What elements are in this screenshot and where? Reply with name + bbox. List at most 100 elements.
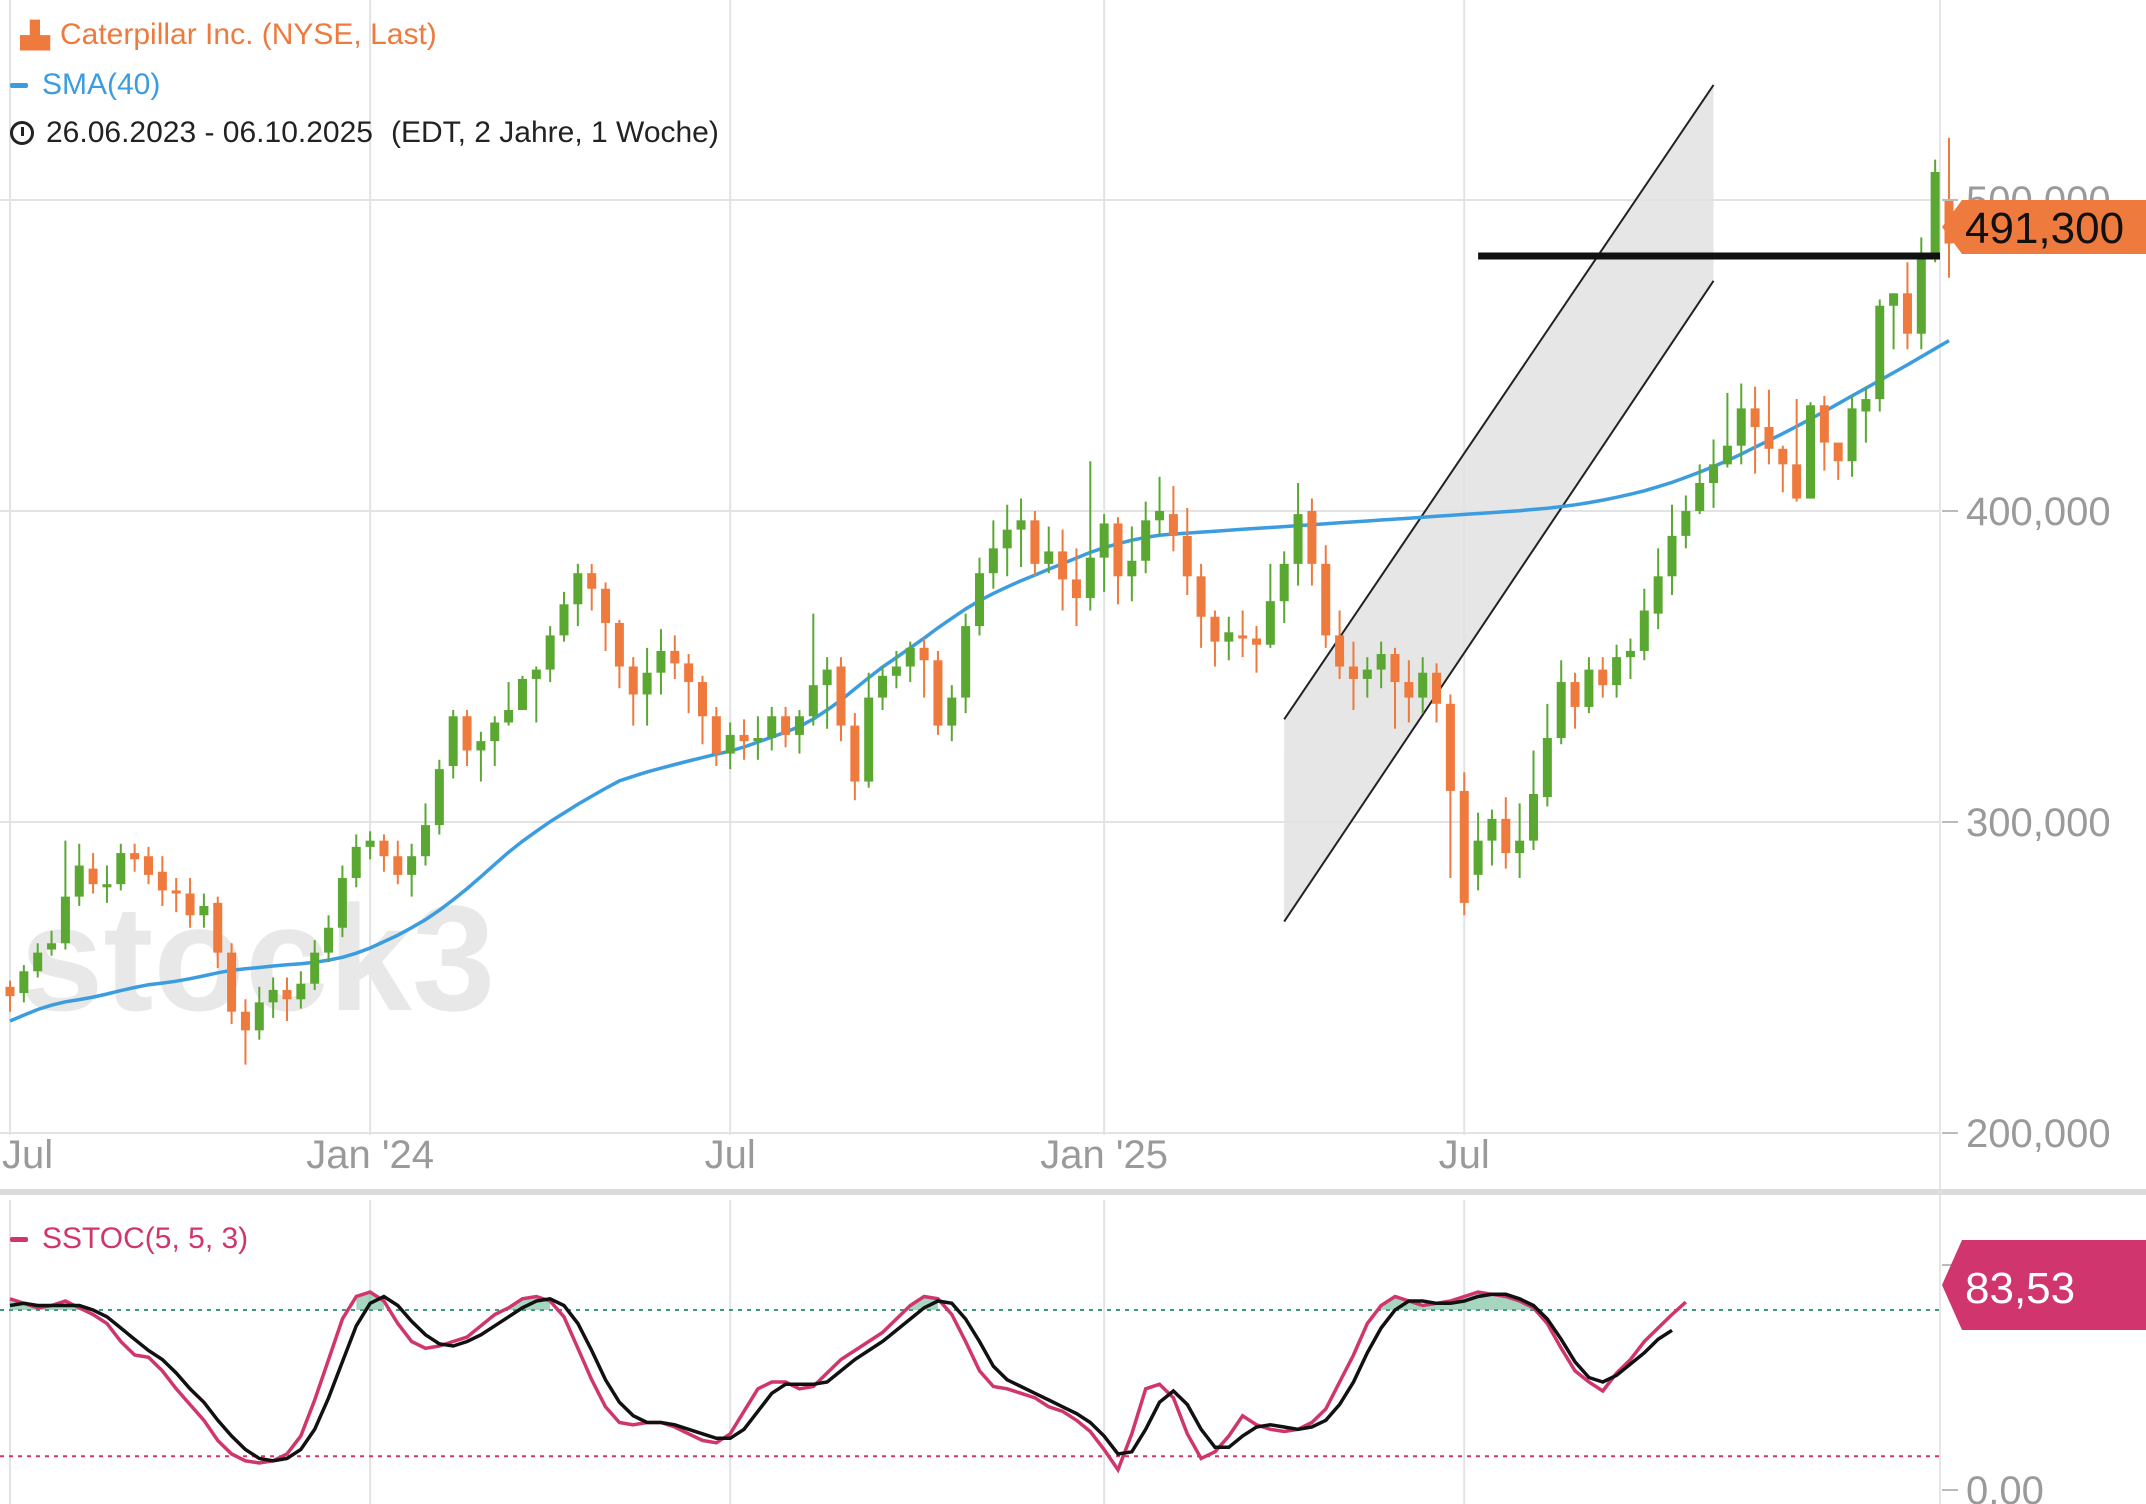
candle-body bbox=[1750, 408, 1760, 428]
legend-stoch[interactable]: SSTOC(5, 5, 3) bbox=[10, 1222, 248, 1256]
candle bbox=[421, 803, 430, 866]
candle bbox=[711, 706, 721, 767]
candle-body bbox=[1542, 738, 1552, 798]
candle bbox=[1127, 526, 1137, 602]
candle-body bbox=[1722, 445, 1732, 465]
candle-body bbox=[1875, 305, 1885, 400]
candle bbox=[1902, 262, 1912, 350]
candle bbox=[559, 591, 569, 642]
candle bbox=[1196, 563, 1206, 648]
channel-upper-line bbox=[1283, 84, 1715, 720]
candle-body bbox=[434, 769, 444, 826]
candle-body bbox=[240, 1011, 250, 1031]
candle-body bbox=[988, 548, 998, 574]
candle-body bbox=[1930, 172, 1940, 256]
candle-body bbox=[587, 573, 597, 589]
candle-body bbox=[1196, 576, 1206, 617]
candle-body bbox=[545, 635, 555, 670]
candle-body bbox=[1016, 520, 1026, 530]
candle-body bbox=[1473, 840, 1483, 875]
candle-body bbox=[1847, 408, 1857, 462]
candle bbox=[1944, 137, 1954, 278]
candle bbox=[1778, 445, 1788, 493]
candle bbox=[268, 977, 278, 1018]
candle bbox=[1279, 551, 1289, 623]
candle bbox=[836, 657, 846, 742]
candle bbox=[88, 853, 98, 894]
candle-body bbox=[1625, 650, 1635, 658]
candle-body bbox=[1335, 635, 1345, 667]
candle bbox=[1515, 803, 1525, 878]
candle bbox=[601, 582, 611, 651]
candle bbox=[933, 650, 943, 735]
candle-body bbox=[504, 710, 514, 723]
candle-body bbox=[1321, 563, 1331, 636]
candle bbox=[351, 834, 361, 888]
candle-body bbox=[1376, 654, 1386, 670]
candle-body bbox=[739, 734, 749, 742]
candle-body bbox=[698, 682, 707, 717]
candle-body bbox=[781, 716, 791, 735]
candle-body bbox=[47, 943, 57, 950]
candle bbox=[947, 685, 957, 742]
candle-body bbox=[254, 1002, 264, 1031]
stoch-lines bbox=[9, 1290, 1687, 1474]
candle-body bbox=[19, 971, 29, 994]
candle bbox=[1556, 660, 1566, 745]
candle-body bbox=[670, 650, 680, 664]
candle-body bbox=[1279, 563, 1289, 602]
candle-body bbox=[878, 675, 888, 698]
instrument-label: Caterpillar Inc. (NYSE, Last) bbox=[60, 18, 437, 51]
candle-body bbox=[864, 697, 874, 782]
candle bbox=[1847, 395, 1857, 477]
channel-lower-line bbox=[1283, 280, 1715, 923]
candle bbox=[116, 843, 126, 891]
candle bbox=[337, 865, 347, 938]
candle bbox=[365, 831, 375, 860]
candle-body bbox=[1071, 579, 1081, 599]
legend-instrument[interactable]: ▗▙ Caterpillar Inc. (NYSE, Last) bbox=[10, 18, 437, 52]
candle-body bbox=[808, 685, 818, 717]
candle bbox=[1390, 647, 1400, 729]
candle bbox=[1085, 461, 1095, 611]
candle-body bbox=[337, 877, 347, 928]
candle bbox=[1612, 644, 1622, 698]
candle-body bbox=[1085, 557, 1095, 599]
candle bbox=[240, 999, 250, 1065]
candle-body bbox=[1556, 682, 1566, 739]
time-tick-label: Jan '25 bbox=[1040, 1133, 1168, 1177]
candle bbox=[1335, 610, 1345, 679]
candle bbox=[1598, 657, 1608, 698]
candle bbox=[1639, 588, 1649, 661]
candle-body bbox=[1362, 669, 1372, 679]
candle bbox=[19, 965, 29, 1003]
candle-body bbox=[130, 853, 140, 860]
candle bbox=[794, 710, 804, 754]
candle bbox=[1168, 486, 1178, 552]
candle-body bbox=[448, 716, 458, 767]
candle-body bbox=[905, 647, 915, 667]
candle bbox=[1764, 389, 1774, 465]
candle-body bbox=[5, 986, 15, 997]
candle bbox=[1695, 464, 1705, 515]
candle-body bbox=[1432, 672, 1442, 704]
candle-body bbox=[1501, 818, 1511, 854]
candle bbox=[1265, 563, 1275, 648]
candle bbox=[642, 647, 652, 726]
candle-body bbox=[1348, 666, 1358, 679]
candle-body bbox=[227, 952, 237, 1012]
legend-sma[interactable]: SMA(40) bbox=[10, 68, 160, 102]
candle bbox=[5, 980, 15, 1012]
candle-body bbox=[1445, 703, 1455, 791]
candlestick-icon: ▗▙ bbox=[10, 19, 50, 50]
candle-body bbox=[1141, 520, 1151, 561]
candle bbox=[1224, 616, 1234, 661]
candle-body bbox=[1058, 551, 1068, 580]
time-tick-label: Jul bbox=[705, 1133, 756, 1177]
candle bbox=[628, 657, 638, 726]
candle-body bbox=[573, 573, 583, 605]
candle-body bbox=[1861, 399, 1871, 412]
candle-body bbox=[1515, 840, 1525, 854]
